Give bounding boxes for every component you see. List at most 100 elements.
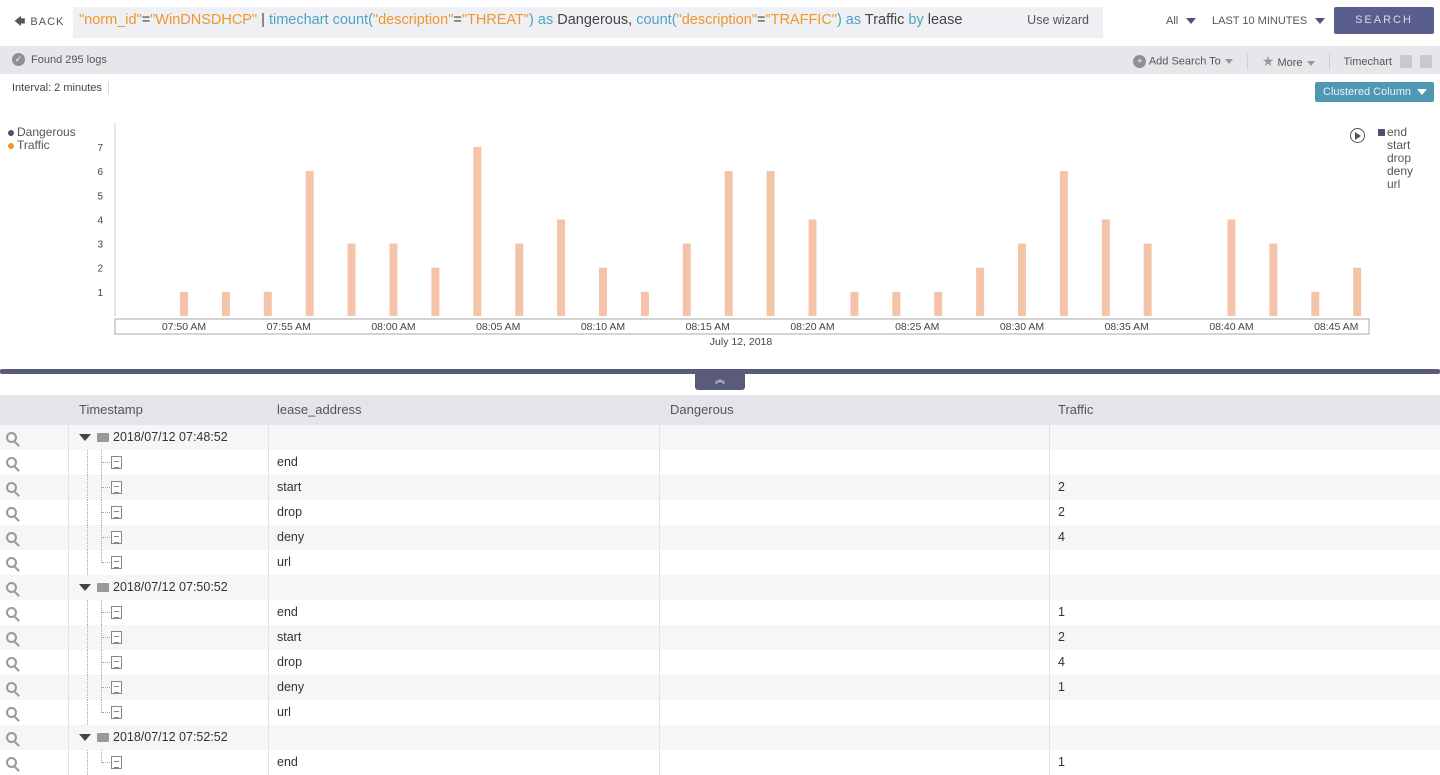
bar <box>640 291 649 316</box>
group-legend: end start drop deny url <box>1378 126 1413 191</box>
search-icon[interactable] <box>6 482 17 494</box>
bar <box>515 243 524 316</box>
query-token: = <box>453 12 462 28</box>
search-icon[interactable] <box>6 607 17 619</box>
results-table: Timestamp lease_address Dangerous Traffic 20… <box>0 395 1440 775</box>
caret-down-icon[interactable] <box>79 734 91 742</box>
search-icon[interactable] <box>6 732 17 744</box>
search-icon[interactable] <box>6 532 17 544</box>
x-tick-label: 08:35 AM <box>1105 321 1149 333</box>
bar <box>850 291 859 316</box>
file-icon <box>111 631 122 644</box>
query-token: | <box>257 12 269 28</box>
query-token: "description" <box>676 12 757 28</box>
bar <box>305 171 314 316</box>
legend-item-traffic[interactable]: Traffic <box>8 139 76 152</box>
more-button[interactable]: ★ More <box>1262 53 1315 70</box>
bar <box>1018 243 1026 316</box>
file-icon <box>111 456 122 469</box>
caret-down-icon[interactable] <box>79 434 91 442</box>
folder-icon <box>97 733 109 743</box>
query-input[interactable]: "norm_id"="WinDNSDHCP" | timechart count… <box>73 7 1103 38</box>
query-token: "TRAFFIC" <box>765 12 837 28</box>
table-row[interactable]: start 2 <box>0 625 1440 650</box>
table-row[interactable]: url <box>0 700 1440 725</box>
x-tick-label: 08:15 AM <box>686 321 730 333</box>
legend-item[interactable]: start <box>1387 138 1411 152</box>
legend-item[interactable]: drop <box>1387 151 1412 165</box>
search-button[interactable]: SEARCH <box>1334 7 1434 34</box>
group-row[interactable]: 2018/07/12 07:52:52 <box>0 725 1440 750</box>
search-icon[interactable] <box>6 682 17 694</box>
x-tick-label: 08:45 AM <box>1314 321 1358 333</box>
repo-select[interactable]: All <box>1166 15 1197 27</box>
table-row[interactable]: deny 1 <box>0 675 1440 700</box>
back-button[interactable]: 🡄 BACK <box>14 16 65 28</box>
search-icon[interactable] <box>6 507 17 519</box>
caret-down-icon[interactable] <box>79 584 91 592</box>
legend-item-dangerous[interactable]: Dangerous <box>8 126 76 139</box>
table-row[interactable]: end <box>0 450 1440 475</box>
use-wizard-button[interactable]: Use wizard <box>1027 13 1089 27</box>
table-row[interactable]: drop 4 <box>0 650 1440 675</box>
table-row[interactable]: url <box>0 550 1440 575</box>
table-row[interactable]: end 1 <box>0 600 1440 625</box>
bar <box>180 291 188 316</box>
bar <box>682 243 691 316</box>
panel-divider[interactable] <box>0 369 1440 374</box>
file-icon <box>111 606 122 619</box>
chart-type-select[interactable]: Clustered Column <box>1315 82 1434 102</box>
search-icon[interactable] <box>6 757 17 769</box>
group-row[interactable]: 2018/07/12 07:50:52 <box>0 575 1440 600</box>
bar <box>1269 243 1278 316</box>
file-icon <box>111 481 122 494</box>
y-tick-label: 3 <box>97 240 103 251</box>
column-header[interactable]: Dangerous <box>659 395 1049 425</box>
search-icon[interactable] <box>6 707 17 719</box>
x-tick-label: 08:20 AM <box>790 321 834 333</box>
search-icon[interactable] <box>6 557 17 569</box>
play-icon[interactable] <box>1350 128 1365 143</box>
grid-view-icon[interactable] <box>1420 55 1432 68</box>
x-tick-label: 08:10 AM <box>581 321 625 333</box>
group-row[interactable]: 2018/07/12 07:48:52 <box>0 425 1440 450</box>
add-search-to-button[interactable]: + Add Search To <box>1133 55 1233 68</box>
x-tick-label: 07:50 AM <box>162 321 206 333</box>
y-tick-label: 1 <box>97 288 103 299</box>
x-tick-label: 07:55 AM <box>267 321 311 333</box>
table-row[interactable]: deny 4 <box>0 525 1440 550</box>
bar <box>221 291 230 316</box>
collapse-handle[interactable]: ︽ <box>695 372 745 390</box>
table-row[interactable]: drop 2 <box>0 500 1440 525</box>
search-icon[interactable] <box>6 432 17 444</box>
search-icon[interactable] <box>6 632 17 644</box>
table-row[interactable]: start 2 <box>0 475 1440 500</box>
bar <box>1059 171 1068 316</box>
table-row[interactable]: end 1 <box>0 750 1440 775</box>
divider <box>1328 53 1330 70</box>
bar <box>431 267 440 316</box>
chevron-down-icon <box>1186 18 1197 25</box>
chevron-down-icon <box>1315 18 1326 25</box>
legend-item[interactable]: end <box>1378 126 1413 139</box>
search-icon[interactable] <box>6 657 17 669</box>
star-icon: ★ <box>1261 53 1275 69</box>
bar <box>263 291 272 316</box>
bar <box>599 267 607 316</box>
time-range-select[interactable]: LAST 10 MINUTES <box>1212 15 1326 27</box>
search-icon[interactable] <box>6 457 17 469</box>
column-header[interactable]: lease_address <box>268 395 659 425</box>
results-toolbar: ✓ Found 295 logs + Add Search To ★ More T… <box>0 46 1440 74</box>
search-icon[interactable] <box>6 582 17 594</box>
double-chevron-up-icon: ︽ <box>715 375 725 386</box>
column-header[interactable]: Traffic <box>1049 395 1440 425</box>
y-tick-label: 4 <box>97 215 103 226</box>
split-view-icon[interactable] <box>1400 55 1412 68</box>
plus-circle-icon: + <box>1133 55 1147 68</box>
column-header[interactable]: Timestamp <box>68 395 268 425</box>
bar <box>766 171 775 316</box>
bar <box>808 219 817 316</box>
legend-item[interactable]: url <box>1387 177 1401 191</box>
legend-item[interactable]: deny <box>1387 164 1414 178</box>
file-icon <box>111 556 122 569</box>
